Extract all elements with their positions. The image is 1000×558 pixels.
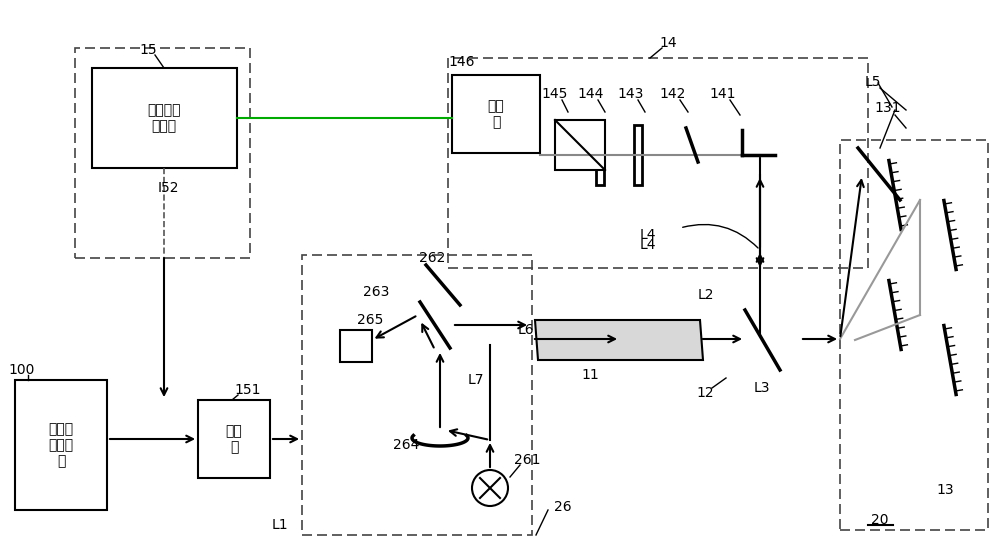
Text: 光谱
仪: 光谱 仪 bbox=[488, 99, 504, 129]
Bar bbox=[75, 48, 250, 258]
Text: 144: 144 bbox=[578, 87, 604, 101]
Bar bbox=[596, 125, 604, 185]
Text: 13: 13 bbox=[936, 483, 954, 497]
Text: 15: 15 bbox=[139, 43, 157, 57]
Text: 263: 263 bbox=[363, 285, 389, 299]
Text: 265: 265 bbox=[357, 313, 383, 327]
Text: 151: 151 bbox=[235, 383, 261, 397]
Bar bbox=[340, 330, 372, 362]
Text: L5: L5 bbox=[865, 75, 881, 89]
Text: 26: 26 bbox=[554, 500, 572, 514]
Bar bbox=[15, 380, 107, 510]
Text: L4: L4 bbox=[640, 228, 656, 242]
Bar bbox=[555, 120, 605, 170]
Bar bbox=[198, 400, 270, 478]
Text: 264: 264 bbox=[393, 438, 419, 452]
Polygon shape bbox=[535, 320, 703, 360]
Text: 12: 12 bbox=[696, 386, 714, 400]
Text: I52: I52 bbox=[157, 181, 179, 195]
Text: 145: 145 bbox=[542, 87, 568, 101]
Bar bbox=[634, 125, 642, 185]
Text: 11: 11 bbox=[581, 368, 599, 382]
Text: 141: 141 bbox=[710, 87, 736, 101]
Bar bbox=[302, 255, 532, 535]
Text: 20: 20 bbox=[871, 513, 889, 527]
Text: 143: 143 bbox=[618, 87, 644, 101]
Text: 飞秒放
大激光
器: 飞秒放 大激光 器 bbox=[48, 422, 74, 468]
Text: 261: 261 bbox=[514, 453, 540, 467]
Text: L7: L7 bbox=[468, 373, 484, 387]
Text: 262: 262 bbox=[419, 251, 445, 265]
Text: L3: L3 bbox=[754, 381, 770, 395]
Bar bbox=[92, 68, 237, 168]
Text: 棱镜
对: 棱镜 对 bbox=[226, 424, 242, 454]
Text: L4: L4 bbox=[640, 238, 656, 252]
Bar bbox=[452, 75, 540, 153]
Text: L1: L1 bbox=[272, 518, 288, 532]
Bar bbox=[840, 140, 988, 530]
Text: 146: 146 bbox=[449, 55, 475, 69]
Text: 100: 100 bbox=[9, 363, 35, 377]
Text: 14: 14 bbox=[659, 36, 677, 50]
Bar bbox=[448, 58, 868, 268]
Text: 棱镜对调
节装置: 棱镜对调 节装置 bbox=[147, 103, 181, 133]
Text: L6: L6 bbox=[518, 323, 534, 337]
Text: 142: 142 bbox=[660, 87, 686, 101]
Text: 131: 131 bbox=[875, 101, 901, 115]
Text: L2: L2 bbox=[698, 288, 714, 302]
